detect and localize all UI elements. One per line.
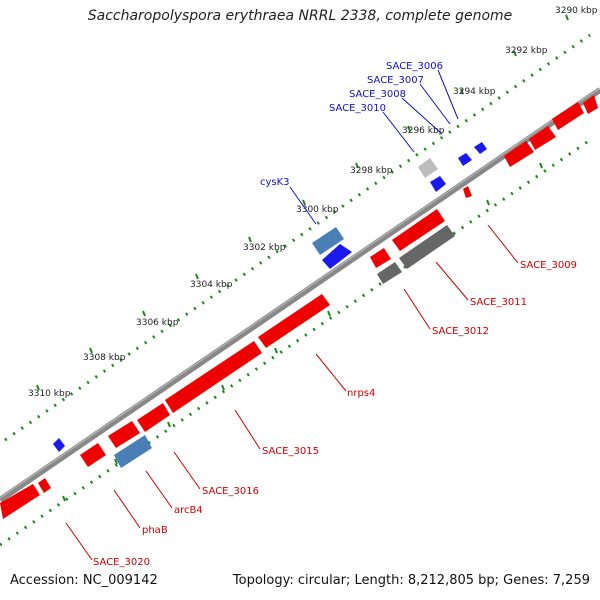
- gene-left-blue[interactable]: [53, 438, 65, 452]
- label-cysK3: cysK3: [260, 177, 290, 188]
- tick-label-3306: 3306 kbp: [136, 318, 179, 328]
- label-SACE_3015: SACE_3015: [262, 446, 319, 457]
- gene-SACE_3009-a[interactable]: [504, 141, 534, 167]
- gene-arcB4[interactable]: [114, 435, 152, 468]
- tick-label-3300: 3300 kbp: [296, 205, 339, 215]
- gene-red-40[interactable]: [38, 478, 51, 493]
- label-phaB: phaB: [142, 525, 168, 536]
- tick-label-3302: 3302 kbp: [243, 243, 286, 253]
- label-SACE_3012: SACE_3012: [432, 326, 489, 337]
- label-SACE_3007: SACE_3007: [367, 75, 424, 86]
- ruler-labels: 3290 kbp 3292 kbp 3294 kbp 3296 kbp 3298…: [28, 6, 598, 399]
- gene-small-red-3009[interactable]: [463, 186, 472, 198]
- gene-phaB[interactable]: [108, 421, 140, 448]
- forward-gene-labels: SACE_3009 SACE_3011 SACE_3012 nrps4 SACE…: [93, 260, 577, 568]
- tick-label-3308: 3308 kbp: [83, 353, 126, 363]
- gene-SACE_3010[interactable]: [430, 176, 446, 192]
- tick-label-3294: 3294 kbp: [453, 87, 496, 97]
- reverse-gene-labels: SACE_3006 SACE_3007 SACE_3008 SACE_3010 …: [260, 61, 443, 188]
- forward-strand-genes: [0, 102, 584, 519]
- gene-SACE_3007[interactable]: [458, 153, 472, 166]
- label-SACE_3020: SACE_3020: [93, 557, 150, 568]
- label-nrps4: nrps4: [347, 388, 375, 399]
- outer-major-ticks: [36, 14, 569, 391]
- label-SACE_3016: SACE_3016: [202, 486, 259, 497]
- gene-SACE_3016[interactable]: [137, 403, 170, 432]
- gene-SACE_3012-red[interactable]: [370, 248, 391, 268]
- gene-SACE_3012[interactable]: [377, 262, 402, 284]
- tick-label-3290: 3290 kbp: [555, 6, 598, 16]
- topology-summary: Topology: circular; Length: 8,212,805 bp…: [232, 573, 590, 588]
- label-SACE_3011: SACE_3011: [470, 297, 527, 308]
- gene-SACE_3008-grey[interactable]: [418, 158, 438, 178]
- label-SACE_3008: SACE_3008: [349, 89, 406, 100]
- tick-label-3298: 3298 kbp: [350, 166, 393, 176]
- gene-SACE_3011[interactable]: [399, 225, 455, 269]
- forward-label-leaders: [65, 224, 519, 561]
- gene-nrps4[interactable]: [258, 294, 330, 348]
- gene-SACE_3020[interactable]: [0, 484, 40, 519]
- tick-label-3292: 3292 kbp: [505, 46, 548, 56]
- reverse-label-leaders: [289, 69, 459, 225]
- label-arcB4: arcB4: [174, 505, 203, 516]
- tick-label-3296: 3296 kbp: [402, 126, 445, 136]
- tick-label-3310: 3310 kbp: [28, 389, 71, 399]
- gene-cysK3[interactable]: [312, 227, 344, 255]
- gene-SACE_3009-b[interactable]: [529, 126, 556, 150]
- reverse-strand-genes: [53, 95, 598, 452]
- outer-ruler-dots: [4, 33, 591, 442]
- gene-SACE_3015[interactable]: [165, 341, 262, 413]
- genome-backbone-highlight: [0, 87, 600, 499]
- gene-small-red-top[interactable]: [583, 95, 598, 114]
- gene-SACE_3009-c[interactable]: [552, 102, 584, 130]
- gene-blue-under-cysK3[interactable]: [322, 244, 352, 269]
- map-title: Saccharopolyspora erythraea NRRL 2338, c…: [87, 8, 513, 24]
- gene-red-80[interactable]: [80, 443, 106, 467]
- label-SACE_3009: SACE_3009: [520, 260, 577, 271]
- gene-SACE_3011-red[interactable]: [392, 209, 445, 251]
- label-SACE_3006: SACE_3006: [386, 61, 443, 72]
- inner-ruler-dots: [0, 138, 591, 547]
- accession-text: Accession: NC_009142: [10, 573, 158, 588]
- genome-backbone: [0, 87, 600, 503]
- gene-SACE_3006[interactable]: [474, 142, 487, 154]
- label-SACE_3010: SACE_3010: [329, 103, 386, 114]
- tick-label-3304: 3304 kbp: [190, 280, 233, 290]
